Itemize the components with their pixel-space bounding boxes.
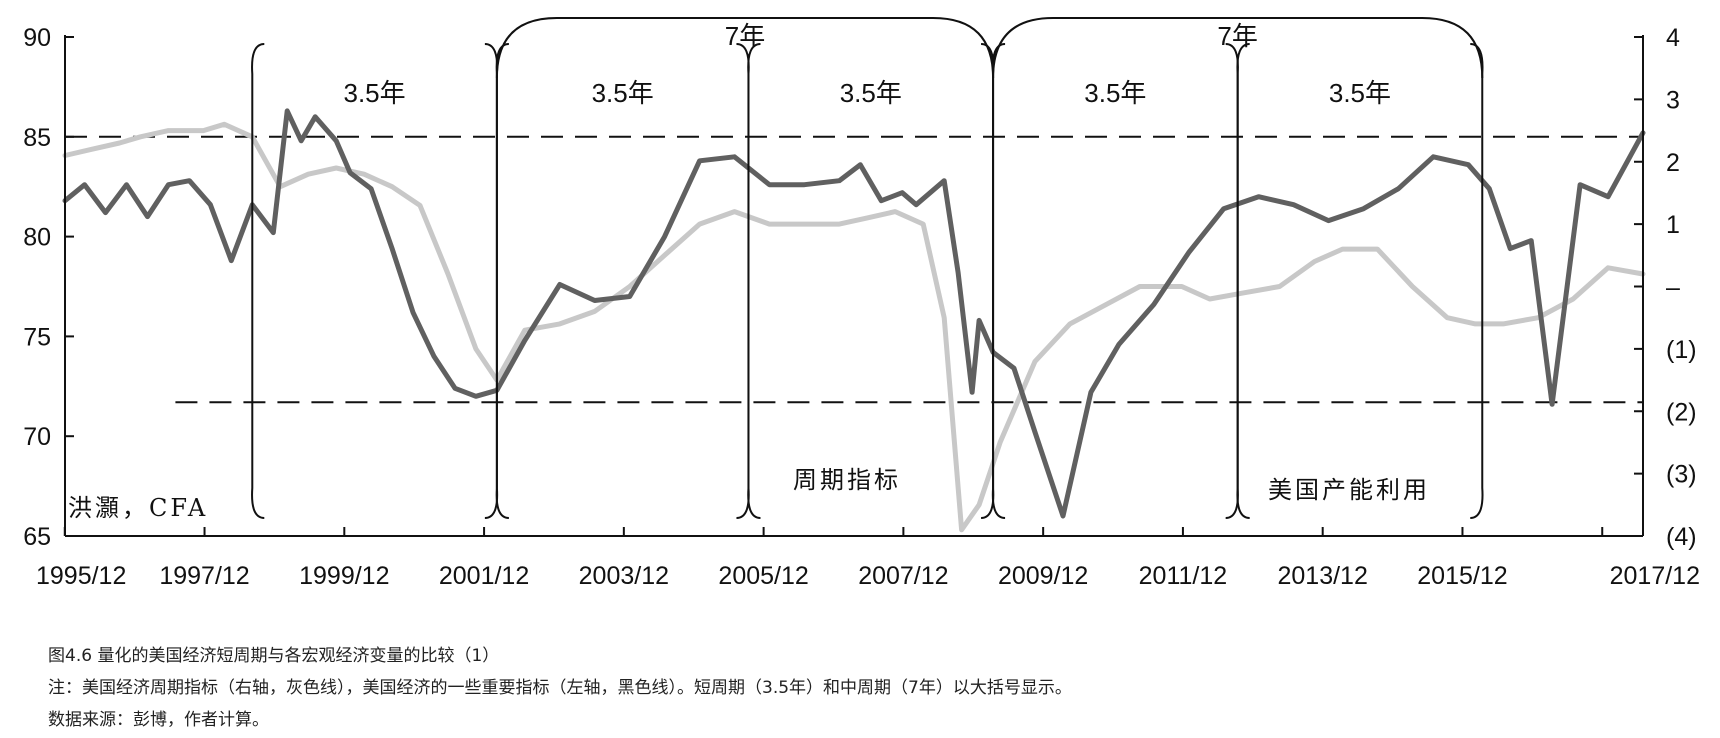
short-cycle-label-2: 3.5年 <box>840 78 902 108</box>
short-cycle-label-0: 3.5年 <box>344 78 406 108</box>
series-line-cycle-indicator <box>62 121 1646 533</box>
x-tick-label-9: 2013/12 <box>1278 562 1368 590</box>
x-tick-label-5: 2005/12 <box>718 562 808 590</box>
x-tick-label-3: 2001/12 <box>439 562 529 590</box>
x-tick-label-6: 2007/12 <box>858 562 948 590</box>
right-tick-label-2: (2) <box>1666 398 1697 426</box>
short-cycle-bracket-left-4 <box>1236 43 1250 519</box>
short-cycle-label-1: 3.5年 <box>592 78 654 108</box>
left-tick-label-1: 70 <box>23 423 51 451</box>
figure-caption-source: 数据来源：彭博，作者计算。 <box>48 710 269 730</box>
mid-cycle-label-1: 7年 <box>1217 21 1257 51</box>
mid-cycle-bracket-1 <box>992 17 1484 79</box>
cycle-chart: 3.5年 3.5年 3.5年 3.5年 3.5年 7年 7年 65 70 75 80 85 90 (4)… <box>23 17 1700 590</box>
right-tick-label-7: 3 <box>1666 86 1680 114</box>
x-tick-label-4: 2003/12 <box>579 562 669 590</box>
short-cycle-bracket-right-0 <box>484 43 499 519</box>
cycle-braces: 3.5年 3.5年 3.5年 3.5年 3.5年 7年 7年 <box>251 17 1484 519</box>
short-cycle-bracket-left-2 <box>747 43 761 519</box>
mid-cycle-bracket-0 <box>495 17 995 79</box>
short-cycle-bracket-right-4 <box>1470 43 1484 519</box>
series-layer <box>62 108 1646 533</box>
mid-cycle-label-0: 7年 <box>725 21 765 51</box>
gray-series-label: 周期指标 <box>793 466 901 494</box>
short-cycle-label-4: 3.5年 <box>1329 78 1391 108</box>
short-cycle-label-3: 3.5年 <box>1084 78 1146 108</box>
right-tick-label-4: – <box>1666 274 1680 302</box>
dark-series-label: 美国产能利用 <box>1268 476 1430 504</box>
short-cycle-bracket-right-2 <box>980 43 995 519</box>
left-tick-label-5: 90 <box>23 24 51 52</box>
right-tick-label-6: 2 <box>1666 149 1680 177</box>
short-cycle-bracket-right-3 <box>1225 43 1239 519</box>
author-annotation: 洪灝，CFA <box>68 494 208 522</box>
series-line-capacity-utilization <box>62 108 1646 519</box>
right-tick-label-5: 1 <box>1666 211 1680 239</box>
left-tick-label-3: 80 <box>23 224 51 252</box>
left-tick-label-2: 75 <box>23 323 51 351</box>
x-tick-label-8: 2011/12 <box>1139 562 1228 590</box>
x-tick-label-2: 1999/12 <box>299 562 389 590</box>
right-tick-label-0: (4) <box>1666 523 1697 551</box>
reference-lines <box>65 135 1643 404</box>
x-tick-label-0: 1995/12 <box>36 562 126 590</box>
right-tick-label-8: 4 <box>1666 24 1680 52</box>
x-tick-label-1: 1997/12 <box>159 562 249 590</box>
x-tick-label-11: 2017/12 <box>1610 562 1700 590</box>
short-cycle-bracket-left-1 <box>495 43 510 519</box>
x-tick-label-10: 2015/12 <box>1417 562 1507 590</box>
short-cycle-bracket-left-0 <box>251 43 265 519</box>
axes <box>64 35 1644 537</box>
right-tick-label-3: (1) <box>1666 336 1697 364</box>
x-tick-label-7: 2009/12 <box>998 562 1088 590</box>
figure-caption-note: 注：美国经济周期指标（右轴，灰色线），美国经济的一些重要指标（左轴，黑色线）。短… <box>48 678 1072 698</box>
left-tick-label-4: 85 <box>23 124 51 152</box>
annotations: 洪灝，CFA 周期指标 美国产能利用 <box>68 466 1430 522</box>
short-cycle-bracket-right-1 <box>736 43 750 519</box>
tick-labels: 65 70 75 80 85 90 (4) (3) (2) (1) – 1 2 3 4 1995/12 1997… <box>23 24 1700 590</box>
figure-caption-title: 图4.6 量化的美国经济短周期与各宏观经济变量的比较（1） <box>48 646 500 666</box>
left-tick-label-0: 65 <box>23 523 51 551</box>
right-tick-label-1: (3) <box>1666 461 1697 489</box>
